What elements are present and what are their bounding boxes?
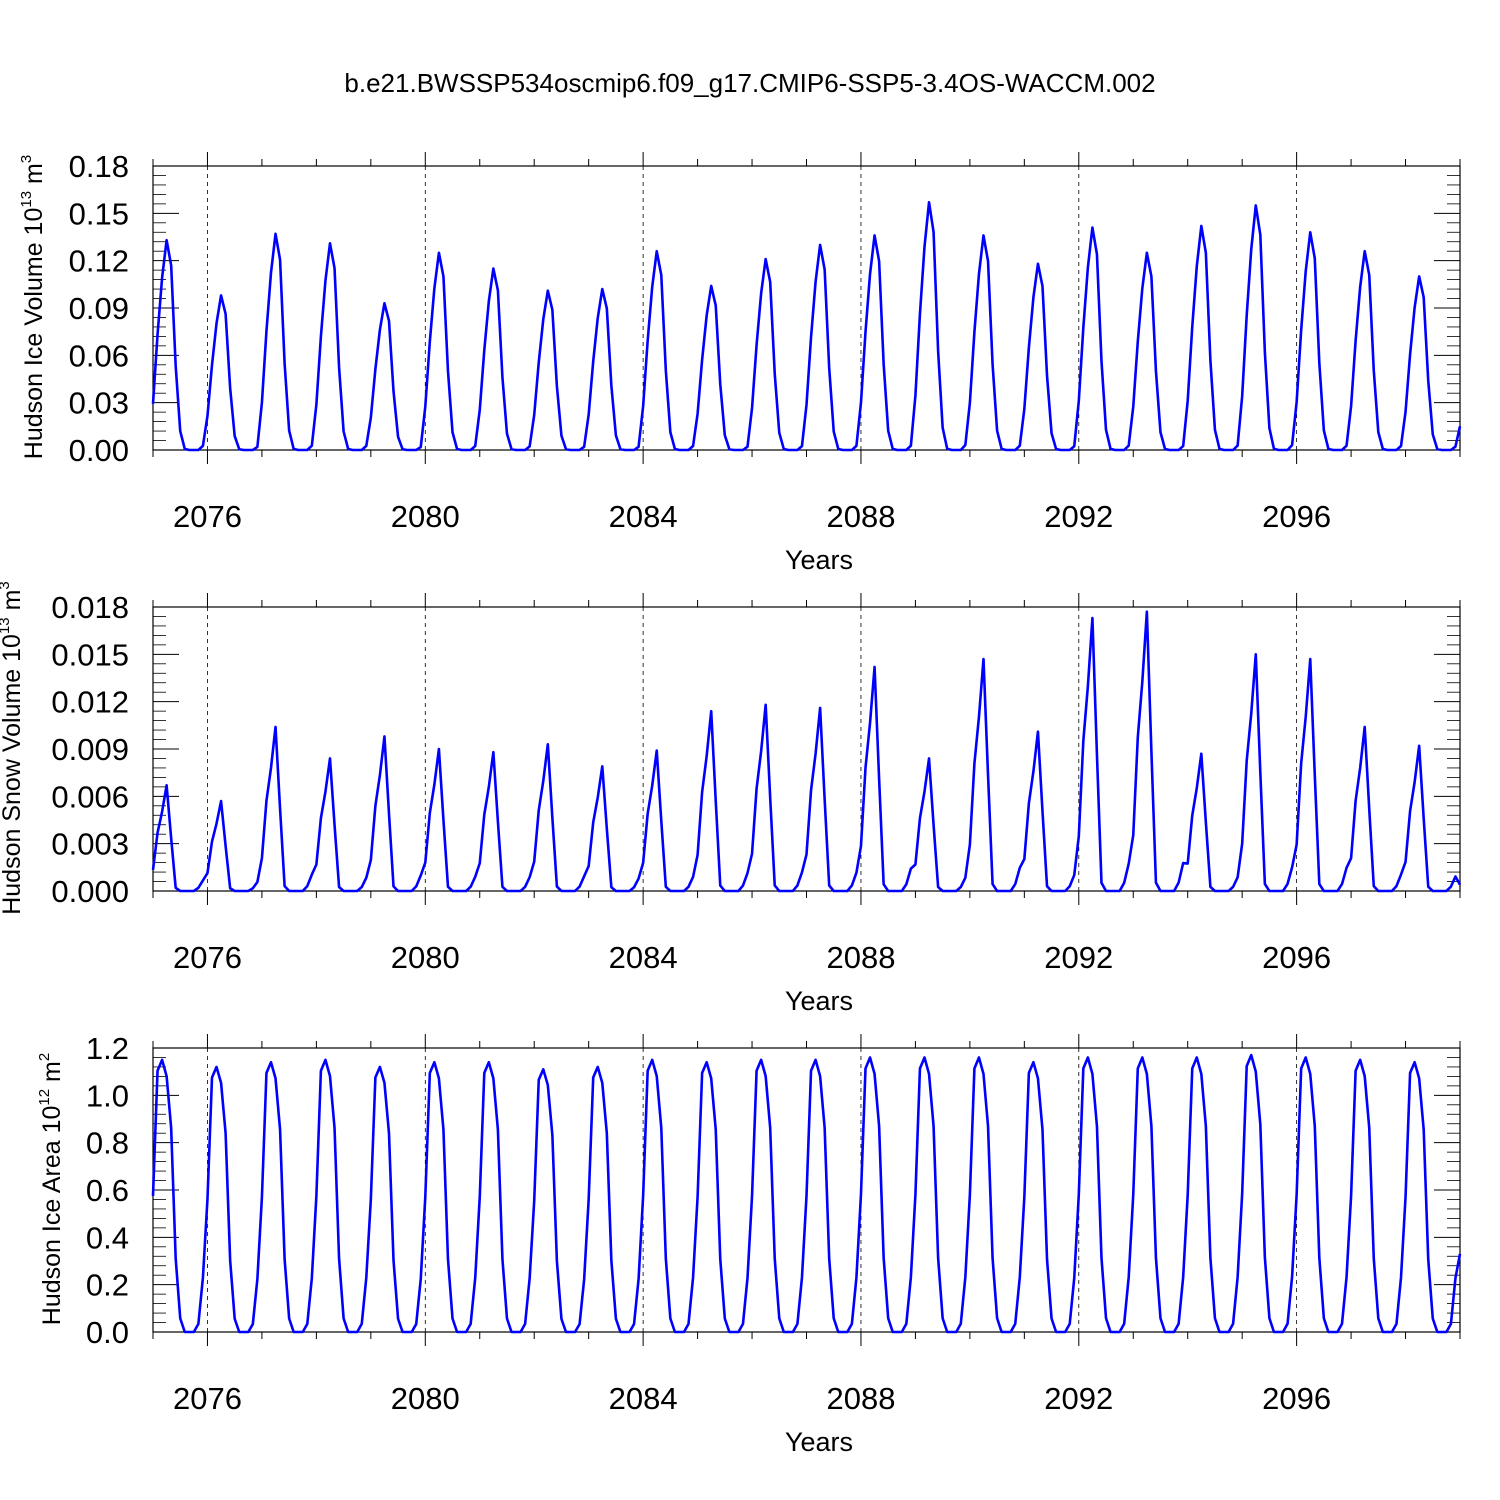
snow-volume-ytick-label: 0.003	[51, 827, 129, 862]
ice-area-axes: 2076 2080 2084 2088 2092 2096 0.0 0.2 0.4 0.6 0.8 1…	[86, 1031, 1462, 1416]
figure-title: b.e21.BWSSP534oscmip6.f09_g17.CMIP6-SSP5…	[344, 68, 1155, 98]
snow-volume-ytick-label: 0.009	[51, 732, 129, 767]
ice-volume-xtick-label: 2096	[1262, 499, 1331, 534]
ice-volume-ytick-label: 0.09	[69, 291, 129, 326]
panel-snow-volume: 2076 2080 2084 2088 2092 2096 0.000 0.003 0.006 0…	[0, 581, 1462, 1016]
snow-volume-xtick-label: 2092	[1044, 940, 1113, 975]
ice-area-xtick-label: 2092	[1044, 1381, 1113, 1416]
ice-volume-axes: 2076 2080 2084 2088 2092 2096 0.00 0.03 0.06 0.09…	[69, 149, 1462, 534]
ice-area-xtick-label: 2088	[826, 1381, 895, 1416]
ice-volume-xtick-label: 2080	[391, 499, 460, 534]
snow-volume-ytick-label: 0.015	[51, 637, 129, 672]
ice-volume-xlabel: Years	[785, 545, 853, 575]
ice-area-xtick-label: 2096	[1262, 1381, 1331, 1416]
snow-volume-xtick-label: 2088	[826, 940, 895, 975]
ice-area-ylabel: Hudson Ice Area 1012 m2	[36, 1053, 66, 1325]
ice-volume-xtick-label: 2088	[826, 499, 895, 534]
ice-volume-ylabel: Hudson Ice Volume 1013 m3	[18, 155, 48, 459]
snow-volume-ylabel: Hudson Snow Volume 1013 m3	[0, 581, 26, 915]
snow-volume-xtick-label: 2096	[1262, 940, 1331, 975]
ice-area-series-line	[151, 1053, 1462, 1334]
ice-volume-xtick-label: 2084	[609, 499, 678, 534]
ice-area-ytick-label: 0.0	[86, 1315, 129, 1350]
ice-area-ytick-label: 1.0	[86, 1078, 129, 1113]
snow-volume-series-line	[151, 610, 1462, 893]
ice-area-xtick-label: 2076	[173, 1381, 242, 1416]
ice-area-ytick-label: 0.8	[86, 1126, 129, 1161]
ice-volume-xtick-label: 2076	[173, 499, 242, 534]
snow-volume-ytick-label: 0.000	[51, 874, 129, 909]
snow-volume-ytick-label: 0.006	[51, 779, 129, 814]
panel-ice-volume: 2076 2080 2084 2088 2092 2096 0.00 0.03 0.06 0.09…	[18, 149, 1462, 575]
snow-volume-xtick-label: 2084	[609, 940, 678, 975]
ice-area-ytick-label: 0.4	[86, 1220, 129, 1255]
ice-area-xtick-label: 2084	[609, 1381, 678, 1416]
ice-area-ytick-label: 0.2	[86, 1268, 129, 1303]
ice-volume-ytick-label: 0.00	[69, 433, 129, 468]
ice-volume-xtick-label: 2092	[1044, 499, 1113, 534]
panel-ice-area: 2076 2080 2084 2088 2092 2096 0.0 0.2 0.4 0.6 0.8 1…	[36, 1031, 1462, 1457]
ice-volume-ytick-label: 0.12	[69, 244, 129, 279]
snow-volume-ytick-label: 0.012	[51, 685, 129, 720]
ice-volume-ytick-label: 0.15	[69, 196, 129, 231]
snow-volume-axes: 2076 2080 2084 2088 2092 2096 0.000 0.003 0.006 0…	[51, 590, 1462, 975]
ice-area-ytick-label: 0.6	[86, 1173, 129, 1208]
ice-volume-ytick-label: 0.18	[69, 149, 129, 184]
snow-volume-xtick-label: 2076	[173, 940, 242, 975]
snow-volume-xlabel: Years	[785, 986, 853, 1016]
ice-volume-series-line	[151, 200, 1462, 452]
snow-volume-xtick-label: 2080	[391, 940, 460, 975]
ice-area-ytick-label: 1.2	[86, 1031, 129, 1066]
ice-area-xtick-label: 2080	[391, 1381, 460, 1416]
ice-area-xlabel: Years	[785, 1427, 853, 1457]
snow-volume-ytick-label: 0.018	[51, 590, 129, 625]
ice-volume-ytick-label: 0.06	[69, 338, 129, 373]
ice-volume-ytick-label: 0.03	[69, 386, 129, 421]
